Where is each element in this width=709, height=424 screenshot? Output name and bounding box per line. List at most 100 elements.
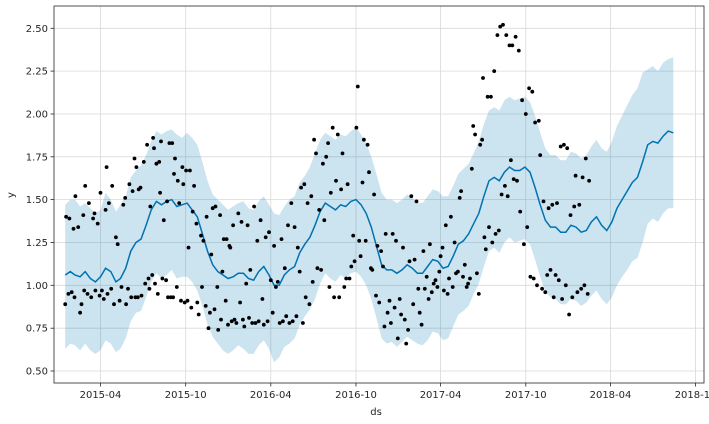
observed-point [476,292,481,296]
observed-point [567,312,571,317]
observed-point [513,34,518,39]
observed-point [146,276,151,281]
observed-point [299,185,303,190]
observed-point [147,286,152,291]
observed-point [76,225,81,230]
x-tick-label: 2017-04 [420,390,462,401]
observed-point [553,273,558,277]
observed-point [426,297,431,301]
observed-point [253,321,258,325]
observed-point [449,214,453,219]
y-axis-ticks: 0.50 0.75 1.00 1.25 1.50 1.75 2.00 2.25 2.50 [26,24,54,378]
observed-point [124,302,128,307]
observed-point [294,314,299,319]
observed-point [575,290,580,295]
observed-point [482,235,487,240]
observed-point [282,266,287,271]
observed-point [469,166,474,171]
observed-point [170,141,175,146]
observed-point [490,240,495,245]
y-axis-label: y [6,192,17,198]
observed-point [492,69,497,73]
observed-point [91,216,95,221]
observed-point [533,120,537,125]
observed-point [394,238,398,243]
observed-point [417,310,422,315]
observed-point [317,208,322,212]
observed-point [450,285,455,289]
observed-point [395,336,400,341]
observed-point [399,312,403,317]
observed-point [540,286,544,291]
observed-point [287,321,292,325]
observed-point [302,182,307,187]
observed-point [438,254,443,259]
observed-point [377,300,382,305]
observed-point [101,297,106,301]
observed-point [98,190,103,195]
observed-point [328,190,333,195]
x-axis-ticks: 2015-04 2015-10 2016-04 2016-10 2017-04 2017-… [80,383,709,401]
observed-point [545,273,550,277]
observed-point [515,178,519,183]
observed-point [220,269,225,274]
observed-point [228,245,233,250]
observed-point [92,211,97,216]
observed-point [357,238,362,243]
observed-point [219,317,223,322]
observed-point [79,302,84,307]
observed-point [301,321,305,325]
observed-point [375,244,380,248]
observed-point [334,178,338,183]
observed-point [182,300,187,305]
gridlines [54,6,704,383]
observed-point [321,161,325,166]
observed-point [414,199,419,204]
observed-point [495,33,500,37]
observed-point [64,214,68,219]
observed-point [206,326,211,331]
observed-point [231,223,236,228]
y-tick-label: 2.00 [26,110,48,121]
observed-point [505,194,510,199]
observed-point [286,223,290,228]
observed-point [152,146,156,151]
observed-point [83,184,88,188]
observed-point [153,281,157,286]
plot-frame [53,5,705,384]
observed-point [509,158,513,163]
observed-point [324,154,329,159]
observed-point [127,182,132,187]
observed-point [466,281,470,286]
observed-point [270,310,275,315]
observed-point [354,125,359,130]
observed-point [402,317,407,322]
observed-point [82,288,87,293]
observed-point [110,184,115,188]
observed-point [73,194,78,199]
observed-point [104,165,109,170]
observed-point [190,209,195,214]
observed-point [95,221,100,226]
observed-point [200,285,204,289]
observed-point [297,269,302,274]
observed-point [97,293,102,298]
observed-point [312,137,316,142]
observed-point [215,285,220,289]
observed-point [424,274,429,279]
observed-point [239,220,244,224]
observed-point [245,223,250,228]
observed-point [209,252,214,257]
observed-point [404,341,409,346]
observed-point [541,199,546,204]
observed-point [462,262,467,267]
observed-point [421,249,426,254]
observed-point [518,209,523,214]
y-tick-label: 2.50 [26,24,48,35]
observed-point [274,285,278,289]
y-tick-label: 1.75 [26,152,48,163]
observed-point [177,201,182,206]
observed-point [363,238,368,243]
observed-point [188,168,192,173]
observed-point [507,43,512,48]
